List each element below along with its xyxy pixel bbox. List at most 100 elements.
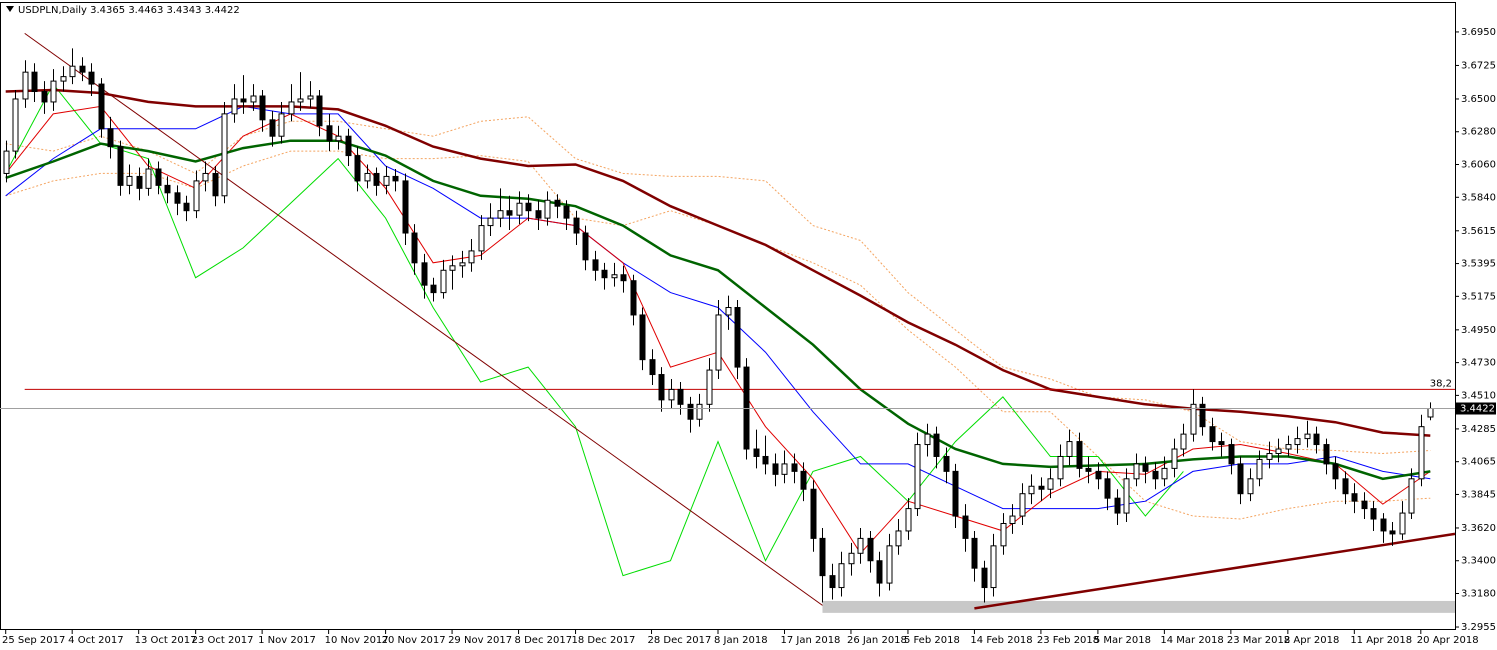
candle-body xyxy=(1171,448,1178,469)
candle-body xyxy=(1133,463,1140,480)
candle-body xyxy=(1199,403,1206,428)
candle-body xyxy=(506,210,513,216)
candle-body xyxy=(240,98,247,103)
y-tick-label: 3.4730 xyxy=(1461,358,1496,369)
candle-body xyxy=(1313,433,1320,446)
candle-body xyxy=(516,202,523,216)
candle-body xyxy=(715,314,722,371)
axes: 3.6950 3.6725 3.6500 3.6280 3.6060 3.5840 3.56… xyxy=(2,27,1496,646)
x-tick-label: 2 Apr 2018 xyxy=(1284,635,1339,646)
candle-body xyxy=(601,269,608,279)
candle-body xyxy=(1228,444,1235,465)
y-tick-label: 3.5840 xyxy=(1461,192,1496,203)
candle-body xyxy=(687,403,694,420)
candle-body xyxy=(1304,433,1311,440)
candle-body xyxy=(1019,493,1026,517)
candle-body xyxy=(658,374,665,401)
x-tick-label: 5 Mar 2018 xyxy=(1094,635,1151,646)
y-tick-label: 3.5395 xyxy=(1461,259,1496,270)
trend-line xyxy=(974,532,1455,610)
candle-body xyxy=(231,98,238,115)
candle-body xyxy=(1332,463,1339,480)
trend-line xyxy=(24,32,823,606)
candle-body xyxy=(259,95,266,121)
candle-body xyxy=(383,175,390,186)
x-tick-label: 23 Oct 2017 xyxy=(192,635,254,646)
x-tick-label: 5 Feb 2018 xyxy=(904,635,960,646)
candle-body xyxy=(326,125,333,142)
candle-body xyxy=(269,119,276,137)
open: 3.4365 xyxy=(90,5,125,16)
high: 3.4463 xyxy=(128,5,163,16)
level-label: 38,2 xyxy=(1430,378,1452,389)
x-tick-label: 1 Nov 2017 xyxy=(258,635,316,646)
candle-body xyxy=(762,455,769,465)
candle-body xyxy=(421,262,428,286)
candle-body xyxy=(202,172,209,182)
y-tick-label: 3.4950 xyxy=(1461,325,1496,336)
candle-body xyxy=(886,545,893,584)
candle-body xyxy=(1247,478,1254,495)
candle-body xyxy=(962,515,969,539)
candle-body xyxy=(117,146,124,186)
y-tick-label: 3.2955 xyxy=(1461,622,1496,633)
candle-body xyxy=(1418,426,1425,480)
symbol: USDPLN,Daily xyxy=(18,5,87,16)
candle-body xyxy=(1190,403,1197,435)
candle-body xyxy=(193,180,200,212)
low: 3.4343 xyxy=(167,5,202,16)
candle-body xyxy=(41,91,48,103)
candle-body xyxy=(3,150,10,174)
candle-body xyxy=(800,470,807,490)
x-tick-label: 8 Dec 2017 xyxy=(515,635,573,646)
x-tick-label: 18 Dec 2017 xyxy=(572,635,636,646)
candle-body xyxy=(345,135,352,157)
candle-body xyxy=(316,95,323,127)
candle-body xyxy=(781,463,788,475)
candle-body xyxy=(183,202,190,212)
x-tick-label: 23 Mar 2018 xyxy=(1227,635,1290,646)
candle-body xyxy=(250,95,257,103)
candle-body xyxy=(126,175,133,186)
header: USDPLN,Daily 3.4365 3.4463 3.4343 3.4422 xyxy=(18,5,240,16)
candle-body xyxy=(1180,433,1187,450)
candle-body xyxy=(582,232,589,261)
x-tick-label: 8 Jan 2018 xyxy=(714,635,768,646)
candle-body xyxy=(60,76,67,82)
y-tick-label: 3.6500 xyxy=(1461,94,1496,105)
x-tick-label: 13 Oct 2017 xyxy=(135,635,197,646)
x-tick-label: 14 Feb 2018 xyxy=(970,635,1032,646)
candle-body xyxy=(497,210,504,219)
candle-body xyxy=(981,567,988,589)
candle-body xyxy=(107,128,114,148)
candle-body xyxy=(525,202,532,212)
candle-body xyxy=(943,455,950,472)
candle-body xyxy=(354,155,361,182)
support-zone xyxy=(822,600,1455,613)
candle-body xyxy=(971,537,978,569)
candle-body xyxy=(297,98,304,103)
y-tick-label: 3.4285 xyxy=(1461,424,1496,435)
y-tick-label: 3.6950 xyxy=(1461,27,1496,38)
candle-body xyxy=(838,563,845,589)
candle-body xyxy=(1294,438,1301,446)
candle-body xyxy=(288,101,295,115)
candle-body xyxy=(1123,478,1130,514)
y-tick-label: 3.6280 xyxy=(1461,127,1496,138)
y-tick-label: 3.6725 xyxy=(1461,60,1496,71)
candle-body xyxy=(1237,463,1244,495)
candle-body xyxy=(1361,500,1368,510)
candle-body xyxy=(50,80,57,103)
y-tick-label: 3.3620 xyxy=(1461,523,1496,534)
x-tick-label: 29 Nov 2017 xyxy=(448,635,512,646)
candle-body xyxy=(573,217,580,234)
candle-body xyxy=(12,98,19,152)
x-tick-label: 14 Mar 2018 xyxy=(1160,635,1223,646)
candle-body xyxy=(1256,458,1263,480)
candle-body xyxy=(876,560,883,584)
candle-body xyxy=(79,65,86,73)
candle-body xyxy=(402,180,409,234)
candle-body xyxy=(1047,478,1054,490)
candle-body xyxy=(145,168,152,189)
